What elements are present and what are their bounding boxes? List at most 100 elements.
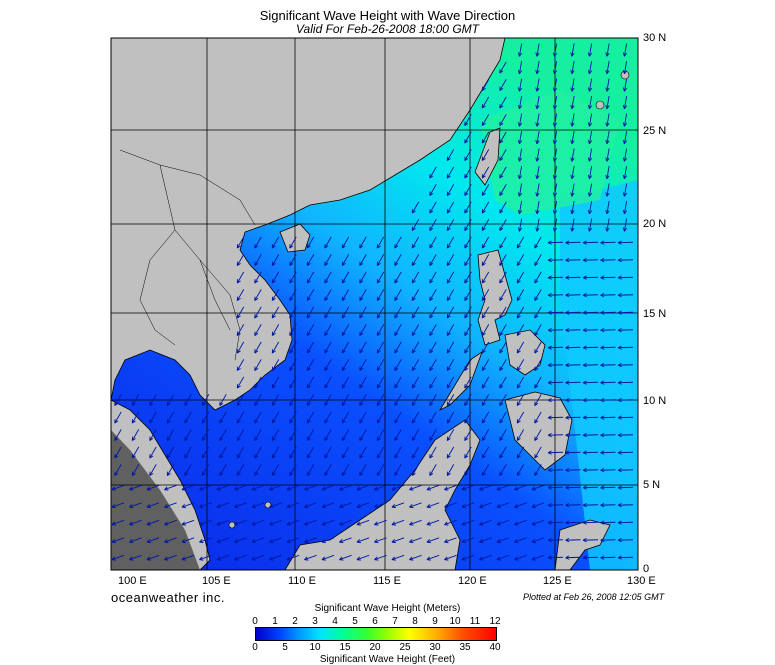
wave-arrow — [481, 376, 490, 389]
wave-arrow — [234, 519, 247, 526]
wave-arrow — [499, 289, 507, 302]
wave-arrow — [570, 166, 575, 180]
wave-arrow — [184, 464, 192, 477]
wave-arrow — [199, 484, 212, 491]
wave-arrow — [269, 484, 282, 491]
wave-arrow — [481, 236, 490, 249]
wave-arrow — [531, 519, 545, 526]
wave-arrow — [534, 429, 542, 442]
feet-tick: 35 — [459, 642, 471, 653]
wave-arrow — [547, 310, 564, 315]
wave-arrow — [251, 554, 265, 561]
wave-arrow — [306, 359, 315, 372]
wave-arrow — [499, 114, 507, 127]
wave-arrow — [394, 359, 402, 372]
wave-arrow — [236, 254, 245, 267]
wave-arrow — [446, 166, 455, 179]
wave-arrow — [376, 271, 385, 284]
wave-arrow — [587, 183, 593, 197]
wave-arrow — [324, 271, 332, 284]
wave-arrow — [499, 254, 507, 267]
wave-arrow — [605, 201, 610, 215]
wave-arrow — [547, 362, 564, 368]
wave-arrow — [582, 537, 599, 543]
wave-arrow — [411, 376, 420, 389]
wave-arrow — [481, 324, 490, 337]
wave-arrow — [552, 43, 558, 57]
wave-arrow — [391, 519, 405, 526]
wave-arrow — [481, 446, 490, 459]
wave-arrow — [411, 289, 420, 302]
wave-arrow — [499, 446, 507, 459]
wave-arrow — [289, 464, 297, 477]
asia-mainland — [111, 38, 506, 411]
wave-arrow — [582, 257, 599, 263]
wave-arrow — [535, 166, 540, 180]
wave-arrow — [547, 537, 564, 543]
wave-arrow — [324, 254, 332, 267]
wave-arrow — [464, 201, 472, 214]
wave-arrow — [517, 166, 523, 180]
wave-arrow — [216, 519, 230, 526]
wave-arrow — [356, 537, 370, 544]
wave-arrow — [234, 484, 247, 491]
wave-arrow — [324, 236, 332, 249]
wave-arrow — [547, 345, 564, 350]
wave-arrow — [481, 149, 490, 162]
wave-arrow — [617, 432, 634, 438]
meters-tick: 12 — [489, 616, 501, 627]
wave-arrow — [461, 519, 475, 526]
wave-arrow — [499, 184, 507, 197]
wave-arrow — [394, 289, 402, 302]
wave-arrow — [254, 236, 262, 249]
wave-arrow — [446, 429, 455, 442]
wave-arrow — [286, 502, 300, 509]
wave-arrow — [429, 219, 437, 232]
wave-arrow — [411, 201, 420, 214]
wave-arrow — [409, 537, 422, 544]
wave-arrow — [429, 446, 437, 459]
wave-arrow — [254, 341, 262, 354]
wave-arrow — [164, 537, 177, 544]
wave-arrow — [339, 484, 352, 491]
wave-arrow — [254, 271, 262, 284]
wave-arrow — [181, 484, 195, 491]
wave-arrow — [514, 519, 527, 526]
wave-arrow — [391, 502, 405, 509]
wave-arrow — [146, 502, 160, 509]
wave-arrow — [289, 359, 297, 372]
wave-arrow — [499, 376, 507, 389]
wave-arrow — [359, 289, 367, 302]
wave-arrow — [324, 411, 332, 424]
feet-tick: 15 — [339, 642, 351, 653]
wave-arrow — [600, 292, 616, 298]
wave-arrow — [321, 554, 335, 561]
wave-arrow — [534, 376, 542, 389]
wave-arrow — [409, 484, 422, 491]
wave-arrow — [324, 359, 332, 372]
wave-arrow — [114, 429, 122, 442]
wave-arrow — [446, 376, 455, 389]
wave-arrow — [429, 184, 437, 197]
wave-arrow — [481, 429, 490, 442]
wave-arrow — [376, 446, 385, 459]
wave-arrow — [216, 554, 230, 561]
wave-arrow — [409, 502, 422, 509]
wave-arrow — [359, 236, 367, 249]
wave-arrow — [286, 554, 300, 561]
wave-arrow — [582, 327, 599, 333]
wave-arrow — [464, 149, 472, 162]
wave-arrow — [605, 78, 610, 92]
wave-arrow — [582, 415, 599, 420]
wave-arrow — [464, 376, 472, 389]
wave-arrow — [617, 450, 634, 455]
wave-arrow — [341, 376, 350, 389]
wave-arrow — [254, 289, 262, 302]
wave-arrow — [446, 184, 455, 197]
wave-arrow — [289, 236, 297, 249]
wave-arrow — [617, 555, 634, 560]
wave-arrow — [605, 113, 610, 127]
wave-arrow — [617, 292, 634, 298]
wave-arrow — [534, 359, 542, 372]
wave-arrow — [446, 236, 455, 249]
